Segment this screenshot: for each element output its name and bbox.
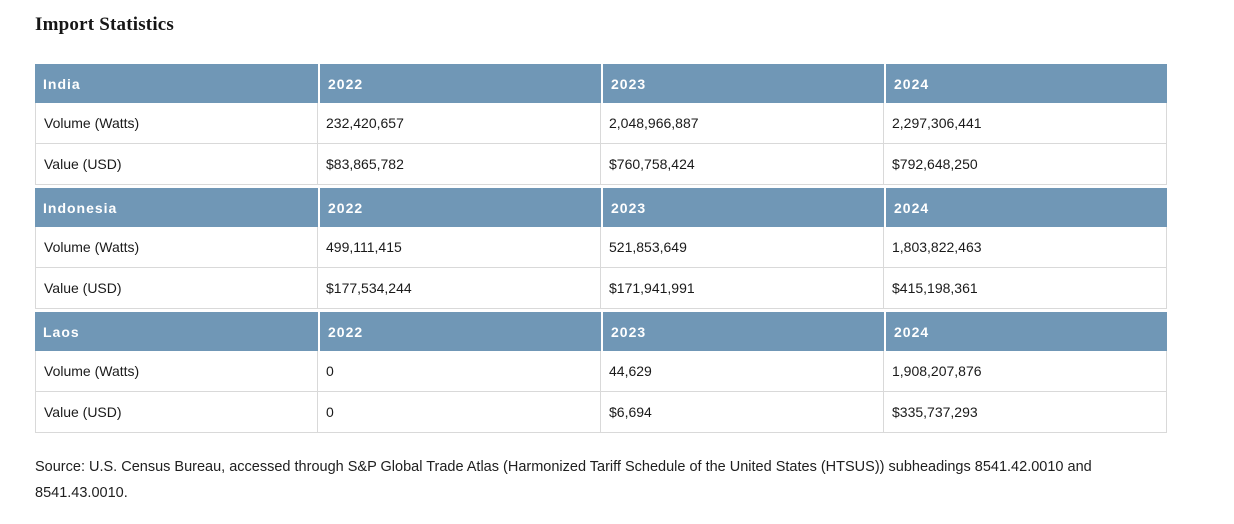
page-title: Import Statistics (35, 14, 175, 35)
value-cell: 1,803,822,463 (884, 227, 1167, 268)
year-header-cell: 2024 (884, 309, 1167, 351)
value-cell: $171,941,991 (601, 268, 884, 309)
table-row: Value (USD) $83,865,782 $760,758,424 $79… (35, 144, 1167, 185)
value-cell: 2,048,966,887 (601, 103, 884, 144)
table-row: Volume (Watts) 0 44,629 1,908,207,876 (35, 351, 1167, 392)
value-cell: $335,737,293 (884, 392, 1167, 433)
value-cell: 0 (318, 392, 601, 433)
value-cell: $6,694 (601, 392, 884, 433)
row-label-cell: Value (USD) (35, 392, 318, 433)
row-label-cell: Value (USD) (35, 268, 318, 309)
value-cell: 44,629 (601, 351, 884, 392)
year-header-cell: 2023 (601, 185, 884, 227)
year-header-cell: 2023 (601, 61, 884, 103)
value-cell: 521,853,649 (601, 227, 884, 268)
page-content: Import Statistics India 2022 2023 2024 V… (35, 14, 1167, 506)
country-header-cell: Indonesia (35, 185, 318, 227)
group-header-row-laos: Laos 2022 2023 2024 (35, 309, 1167, 351)
table-row: Value (USD) 0 $6,694 $335,737,293 (35, 392, 1167, 433)
table-row: Volume (Watts) 232,420,657 2,048,966,887… (35, 103, 1167, 144)
group-header-row-india: India 2022 2023 2024 (35, 61, 1167, 103)
year-header-cell: 2022 (318, 61, 601, 103)
value-cell: 2,297,306,441 (884, 103, 1167, 144)
table-row: Volume (Watts) 499,111,415 521,853,649 1… (35, 227, 1167, 268)
row-label-cell: Value (USD) (35, 144, 318, 185)
year-header-cell: 2024 (884, 185, 1167, 227)
value-cell: $760,758,424 (601, 144, 884, 185)
row-label-cell: Volume (Watts) (35, 227, 318, 268)
value-cell: $177,534,244 (318, 268, 601, 309)
source-note: Source: U.S. Census Bureau, accessed thr… (35, 459, 1092, 501)
value-cell: $415,198,361 (884, 268, 1167, 309)
year-header-cell: 2024 (884, 61, 1167, 103)
row-label-cell: Volume (Watts) (35, 351, 318, 392)
value-cell: $792,648,250 (884, 144, 1167, 185)
value-cell: $83,865,782 (318, 144, 601, 185)
value-cell: 232,420,657 (318, 103, 601, 144)
value-cell: 499,111,415 (318, 227, 601, 268)
year-header-cell: 2023 (601, 309, 884, 351)
import-statistics-table: India 2022 2023 2024 Volume (Watts) 232,… (35, 61, 1167, 433)
country-header-cell: India (35, 61, 318, 103)
row-label-cell: Volume (Watts) (35, 103, 318, 144)
table-row: Value (USD) $177,534,244 $171,941,991 $4… (35, 268, 1167, 309)
value-cell: 0 (318, 351, 601, 392)
year-header-cell: 2022 (318, 185, 601, 227)
value-cell: 1,908,207,876 (884, 351, 1167, 392)
year-header-cell: 2022 (318, 309, 601, 351)
country-header-cell: Laos (35, 309, 318, 351)
group-header-row-indonesia: Indonesia 2022 2023 2024 (35, 185, 1167, 227)
